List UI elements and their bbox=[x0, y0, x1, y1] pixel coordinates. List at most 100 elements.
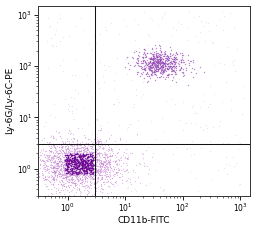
Point bbox=[97, 161, 101, 164]
Point bbox=[89, 172, 93, 175]
Point bbox=[62, 172, 66, 175]
Point bbox=[49, 155, 54, 159]
Point bbox=[33, 141, 37, 145]
Point bbox=[73, 152, 77, 156]
Point bbox=[55, 149, 59, 153]
Point bbox=[137, 64, 141, 68]
Point bbox=[59, 144, 63, 147]
Point bbox=[83, 160, 87, 163]
Point bbox=[142, 92, 146, 96]
Point bbox=[52, 160, 57, 163]
Point bbox=[85, 148, 89, 152]
Point bbox=[124, 151, 128, 155]
Point bbox=[47, 168, 51, 171]
Point bbox=[151, 49, 155, 53]
Point bbox=[51, 166, 56, 170]
Point bbox=[166, 68, 170, 71]
Point bbox=[151, 58, 155, 62]
Point bbox=[75, 143, 79, 147]
Point bbox=[135, 133, 139, 137]
Point bbox=[91, 150, 95, 154]
Point bbox=[67, 159, 71, 163]
Point bbox=[77, 179, 81, 182]
Point bbox=[60, 151, 64, 155]
Point bbox=[50, 156, 55, 160]
Point bbox=[99, 164, 103, 168]
Point bbox=[119, 137, 123, 141]
Point bbox=[60, 173, 64, 177]
Point bbox=[101, 180, 105, 184]
Point bbox=[61, 149, 65, 152]
Point bbox=[220, 11, 224, 14]
Point bbox=[202, 99, 206, 103]
Point bbox=[125, 56, 130, 60]
Point bbox=[75, 172, 79, 176]
Point bbox=[106, 161, 110, 165]
Point bbox=[94, 173, 98, 176]
Point bbox=[159, 116, 164, 119]
Point bbox=[51, 160, 55, 164]
Point bbox=[83, 164, 87, 167]
Point bbox=[174, 80, 178, 83]
Point bbox=[47, 174, 51, 178]
Point bbox=[54, 149, 58, 153]
Point bbox=[151, 56, 155, 60]
Point bbox=[79, 166, 83, 170]
Point bbox=[122, 17, 126, 20]
Point bbox=[67, 193, 71, 197]
Point bbox=[56, 157, 60, 161]
Point bbox=[94, 152, 98, 156]
Point bbox=[45, 140, 49, 144]
Point bbox=[136, 70, 140, 74]
Point bbox=[99, 186, 103, 190]
Point bbox=[155, 55, 159, 58]
Point bbox=[62, 167, 67, 171]
Point bbox=[83, 174, 87, 177]
Point bbox=[143, 69, 147, 72]
Point bbox=[229, 99, 233, 102]
Point bbox=[83, 162, 87, 166]
Point bbox=[89, 150, 93, 154]
Point bbox=[46, 178, 50, 182]
Point bbox=[51, 166, 55, 170]
Point bbox=[78, 169, 82, 173]
Point bbox=[85, 180, 89, 184]
Point bbox=[108, 151, 112, 155]
Point bbox=[60, 139, 64, 143]
Point bbox=[149, 66, 153, 70]
Point bbox=[161, 69, 165, 72]
Point bbox=[106, 172, 111, 176]
Point bbox=[69, 146, 73, 150]
Point bbox=[38, 150, 42, 154]
Point bbox=[78, 142, 82, 145]
Point bbox=[168, 97, 173, 101]
Point bbox=[138, 181, 142, 185]
Point bbox=[38, 163, 42, 167]
Point bbox=[141, 67, 145, 71]
Point bbox=[120, 155, 124, 158]
Point bbox=[93, 169, 97, 173]
Point bbox=[173, 57, 177, 60]
Point bbox=[151, 61, 155, 64]
Point bbox=[60, 186, 65, 190]
Point bbox=[77, 161, 81, 165]
Point bbox=[87, 151, 91, 155]
Point bbox=[89, 163, 93, 167]
Point bbox=[141, 55, 145, 59]
Point bbox=[158, 66, 162, 69]
Point bbox=[57, 152, 61, 155]
Point bbox=[36, 158, 40, 162]
Point bbox=[70, 162, 74, 166]
Point bbox=[106, 149, 110, 152]
Point bbox=[79, 16, 83, 19]
Point bbox=[77, 173, 81, 176]
Point bbox=[124, 57, 128, 61]
Point bbox=[104, 164, 108, 168]
Point bbox=[84, 141, 88, 144]
Point bbox=[174, 60, 178, 63]
Point bbox=[59, 148, 63, 151]
Point bbox=[60, 160, 64, 163]
Point bbox=[102, 155, 106, 159]
Point bbox=[53, 169, 57, 173]
Point bbox=[82, 143, 86, 147]
